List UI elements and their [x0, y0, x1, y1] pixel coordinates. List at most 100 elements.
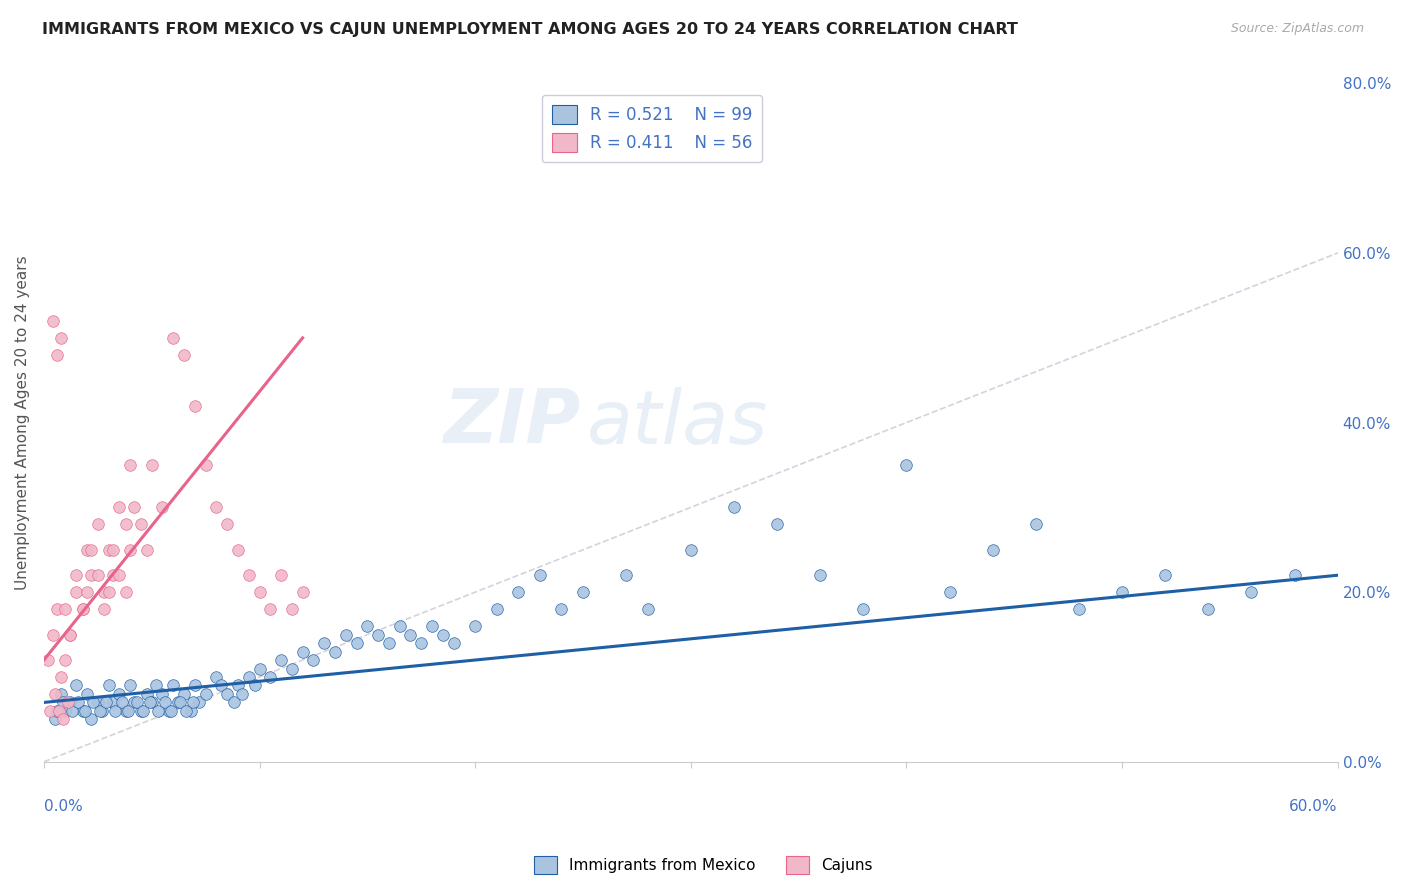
- Point: [550, 602, 572, 616]
- Point: [65, 568, 87, 582]
- Point: [679, 542, 702, 557]
- Point: [572, 585, 595, 599]
- Point: [73, 704, 96, 718]
- Point: [169, 695, 191, 709]
- Point: [80, 568, 103, 582]
- Text: atlas: atlas: [588, 386, 769, 458]
- Point: [259, 670, 281, 684]
- Point: [302, 653, 325, 667]
- Point: [152, 687, 174, 701]
- Point: [97, 585, 120, 599]
- Point: [367, 627, 389, 641]
- Point: [153, 695, 176, 709]
- Point: [44, 712, 66, 726]
- Point: [270, 653, 292, 667]
- Point: [55, 704, 77, 718]
- Point: [1197, 602, 1219, 616]
- Point: [335, 627, 357, 641]
- Point: [184, 399, 207, 413]
- Point: [217, 687, 239, 701]
- Point: [49, 331, 72, 345]
- Point: [101, 695, 124, 709]
- Point: [205, 500, 228, 515]
- Point: [56, 695, 79, 709]
- Point: [346, 636, 368, 650]
- Point: [226, 542, 249, 557]
- Point: [93, 602, 115, 616]
- Point: [188, 695, 211, 709]
- Point: [432, 627, 454, 641]
- Text: 60.0%: 60.0%: [1289, 799, 1337, 814]
- Point: [1025, 517, 1047, 532]
- Point: [65, 585, 87, 599]
- Point: [181, 695, 204, 709]
- Point: [120, 458, 142, 472]
- Point: [76, 585, 98, 599]
- Point: [205, 670, 228, 684]
- Point: [65, 678, 87, 692]
- Point: [637, 602, 659, 616]
- Point: [399, 627, 422, 641]
- Point: [72, 602, 94, 616]
- Point: [114, 585, 136, 599]
- Point: [41, 314, 63, 328]
- Point: [108, 687, 131, 701]
- Point: [44, 687, 66, 701]
- Point: [291, 585, 314, 599]
- Point: [723, 500, 745, 515]
- Point: [808, 568, 831, 582]
- Point: [45, 704, 67, 718]
- Point: [174, 704, 197, 718]
- Point: [80, 542, 103, 557]
- Point: [97, 678, 120, 692]
- Point: [72, 704, 94, 718]
- Point: [166, 695, 188, 709]
- Point: [146, 704, 169, 718]
- Point: [194, 687, 217, 701]
- Point: [1240, 585, 1263, 599]
- Point: [162, 331, 184, 345]
- Point: [245, 678, 267, 692]
- Point: [152, 500, 174, 515]
- Point: [59, 627, 82, 641]
- Point: [82, 695, 104, 709]
- Point: [48, 704, 70, 718]
- Point: [238, 568, 260, 582]
- Point: [87, 695, 110, 709]
- Point: [87, 517, 110, 532]
- Point: [93, 585, 115, 599]
- Point: [120, 678, 142, 692]
- Point: [76, 542, 98, 557]
- Point: [1284, 568, 1306, 582]
- Point: [110, 695, 132, 709]
- Point: [55, 653, 77, 667]
- Point: [209, 678, 232, 692]
- Point: [136, 542, 159, 557]
- Text: IMMIGRANTS FROM MEXICO VS CAJUN UNEMPLOYMENT AMONG AGES 20 TO 24 YEARS CORRELATI: IMMIGRANTS FROM MEXICO VS CAJUN UNEMPLOY…: [42, 22, 1018, 37]
- Point: [108, 568, 131, 582]
- Point: [981, 542, 1004, 557]
- Point: [96, 695, 118, 709]
- Legend: R = 0.521    N = 99, R = 0.411    N = 56: R = 0.521 N = 99, R = 0.411 N = 56: [541, 95, 762, 162]
- Point: [91, 704, 114, 718]
- Point: [55, 602, 77, 616]
- Point: [323, 644, 346, 658]
- Point: [259, 602, 281, 616]
- Text: 0.0%: 0.0%: [44, 799, 83, 814]
- Point: [162, 678, 184, 692]
- Point: [173, 348, 195, 362]
- Point: [97, 542, 120, 557]
- Point: [508, 585, 530, 599]
- Point: [52, 712, 75, 726]
- Point: [124, 695, 146, 709]
- Point: [388, 619, 411, 633]
- Text: Source: ZipAtlas.com: Source: ZipAtlas.com: [1230, 22, 1364, 36]
- Point: [49, 687, 72, 701]
- Point: [108, 500, 131, 515]
- Point: [896, 458, 918, 472]
- Point: [1067, 602, 1090, 616]
- Point: [249, 661, 271, 675]
- Point: [443, 636, 465, 650]
- Point: [226, 678, 249, 692]
- Point: [194, 458, 217, 472]
